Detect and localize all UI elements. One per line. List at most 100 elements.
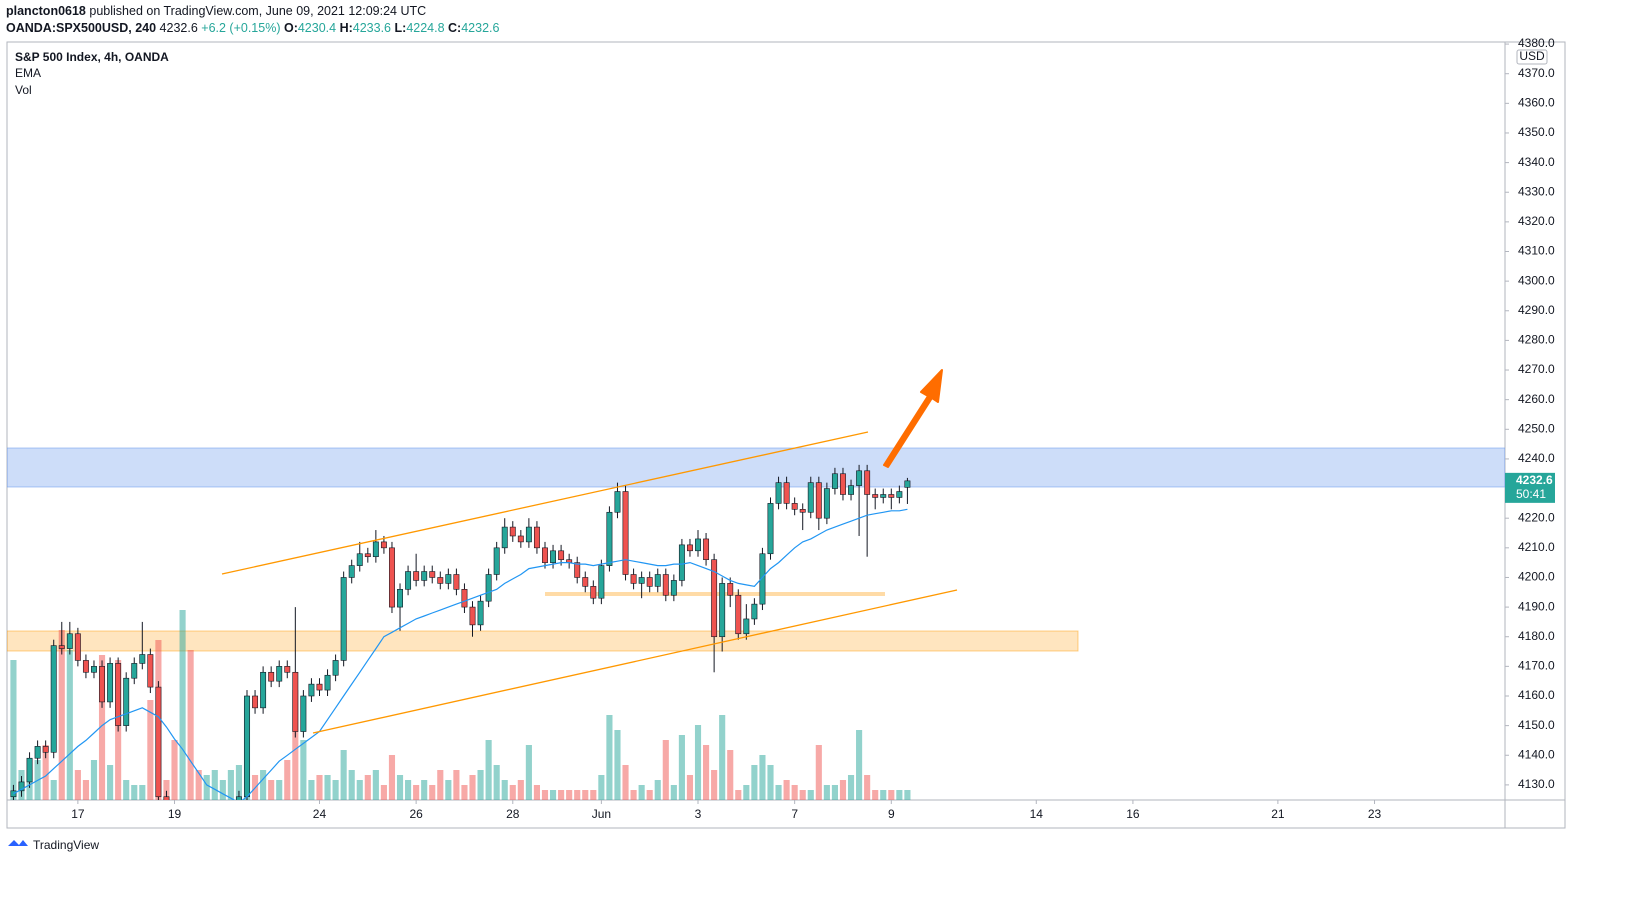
candle-body <box>91 666 97 673</box>
volume-bar <box>98 655 106 800</box>
candle-body <box>485 574 492 602</box>
candle-body <box>469 606 476 626</box>
currency-box <box>1516 49 1548 65</box>
candle-body <box>74 633 81 661</box>
volume-bar <box>171 740 178 800</box>
candle-body <box>235 796 242 800</box>
volume-bar <box>654 780 661 800</box>
volume-bar <box>831 785 838 800</box>
volume-bar <box>324 775 331 800</box>
candle-body <box>687 544 693 552</box>
x-tick-label: 16 <box>1126 807 1140 821</box>
volume-bar <box>493 765 500 800</box>
volume-bar <box>888 790 895 800</box>
l-value: 4224.8 <box>406 21 444 35</box>
o-label: O: <box>284 21 298 35</box>
candle-body <box>654 574 661 587</box>
candle-body <box>292 671 299 732</box>
volume-bar <box>775 785 782 800</box>
volume-bar <box>179 610 186 800</box>
candle-body <box>82 660 89 673</box>
candle-body <box>316 683 323 691</box>
candle-body <box>260 671 267 709</box>
currency: USD <box>1519 49 1545 63</box>
candle-body <box>437 577 444 584</box>
candle-body <box>356 553 363 566</box>
volume-bar <box>509 785 516 800</box>
volume-bar <box>461 785 468 800</box>
y-tick-label: 4380.0 <box>1518 36 1555 50</box>
candle-body <box>550 550 557 563</box>
volume-bar <box>558 790 565 800</box>
x-tick-label: 7 <box>791 807 798 821</box>
logo-icon <box>8 840 28 846</box>
volume-bar <box>703 745 710 800</box>
candle-body <box>670 580 677 596</box>
candle-body <box>348 565 355 578</box>
y-tick-label: 4250.0 <box>1518 421 1555 435</box>
volume-bar <box>74 770 81 800</box>
candle-body <box>831 473 838 489</box>
volume-bar <box>332 780 339 800</box>
candle-body <box>904 480 911 488</box>
volume-bar <box>646 790 653 800</box>
volume-bar <box>799 790 806 800</box>
candle-body <box>767 503 774 555</box>
candle-body <box>807 482 814 513</box>
candle-body <box>107 663 114 703</box>
candle-body <box>340 577 347 661</box>
candle-body <box>856 470 863 486</box>
candle-body <box>34 746 41 759</box>
volume-bar <box>211 770 218 800</box>
candle-body <box>542 547 548 563</box>
candle-body <box>509 526 516 537</box>
volume-bar <box>50 780 57 800</box>
volume-bar <box>606 715 613 800</box>
volume-bar <box>58 630 65 800</box>
candle-body <box>727 583 734 596</box>
volume-bar <box>195 770 202 800</box>
candle-body <box>397 589 403 608</box>
volume-bar <box>743 785 750 800</box>
volume-bar <box>469 775 476 800</box>
y-tick-label: 4340.0 <box>1518 155 1555 169</box>
y-tick-label: 4290.0 <box>1518 303 1555 317</box>
ema-line <box>13 508 908 800</box>
footer-brand: TradingView <box>33 838 99 852</box>
volume-bar <box>847 775 855 800</box>
volume-bar <box>856 730 863 800</box>
author: plancton0618 <box>6 4 86 18</box>
volume-bar <box>453 770 460 800</box>
volume-bar <box>429 785 436 800</box>
x-tick-label: 26 <box>409 807 423 821</box>
volume-bar <box>791 785 798 800</box>
y-tick-label: 4280.0 <box>1518 333 1555 347</box>
legend-title: S&P 500 Index, 4h, OANDA <box>15 50 169 64</box>
symbol: OANDA:SPX500USD, 240 <box>6 21 156 35</box>
volume-bar <box>380 785 387 800</box>
x-tick-label: 9 <box>888 807 895 821</box>
volume-bar <box>421 780 428 800</box>
volume-bar <box>751 765 758 800</box>
lower-trendline <box>312 589 958 734</box>
y-tick-label: 4310.0 <box>1518 244 1555 258</box>
volume-bar <box>437 770 444 800</box>
candle-body <box>743 618 750 635</box>
price-label: 4232.6 <box>1516 473 1553 487</box>
candle-body <box>646 577 653 587</box>
volume-bar <box>348 770 355 800</box>
candle-body <box>525 526 532 543</box>
candle-body <box>372 541 379 558</box>
volume-bar <box>541 790 549 800</box>
volume-bar <box>284 760 291 800</box>
x-tick-label: Jun <box>592 807 611 821</box>
volume-bar <box>678 735 685 800</box>
volume-bar <box>364 775 371 800</box>
x-tick-label: 17 <box>71 807 85 821</box>
candle-body <box>751 603 758 620</box>
volume-bar <box>42 745 49 800</box>
volume-bar <box>719 715 726 800</box>
candle-body <box>421 571 428 581</box>
volume-bar <box>807 790 814 800</box>
candle-body <box>300 695 307 732</box>
